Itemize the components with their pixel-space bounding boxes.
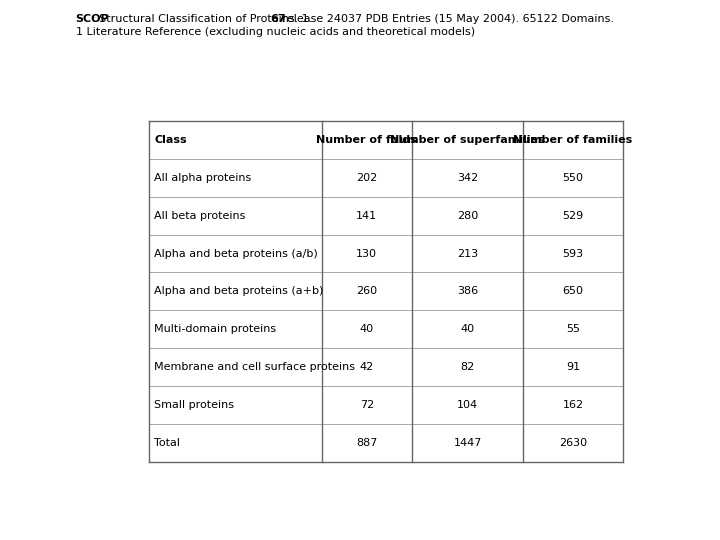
Text: : Structural Classification of Proteins. 1.: : Structural Classification of Proteins.… <box>92 14 312 24</box>
Text: 213: 213 <box>457 248 478 259</box>
Text: Multi-domain proteins: Multi-domain proteins <box>154 325 276 334</box>
Text: 386: 386 <box>457 286 478 296</box>
Text: 280: 280 <box>457 211 478 221</box>
Text: Membrane and cell surface proteins: Membrane and cell surface proteins <box>154 362 355 372</box>
Text: 260: 260 <box>356 286 377 296</box>
Text: 2630: 2630 <box>559 438 587 448</box>
Text: 887: 887 <box>356 438 377 448</box>
Text: 104: 104 <box>457 400 478 410</box>
Text: 593: 593 <box>562 248 584 259</box>
Text: Alpha and beta proteins (a+b): Alpha and beta proteins (a+b) <box>154 286 323 296</box>
Text: 141: 141 <box>356 211 377 221</box>
Text: Total: Total <box>154 438 180 448</box>
Text: 1 Literature Reference (excluding nucleic acids and theoretical models): 1 Literature Reference (excluding nuclei… <box>76 27 474 37</box>
Text: 550: 550 <box>562 173 584 183</box>
Text: 42: 42 <box>360 362 374 372</box>
Text: SCOP: SCOP <box>76 14 109 24</box>
Text: Alpha and beta proteins (a/b): Alpha and beta proteins (a/b) <box>154 248 318 259</box>
Text: 40: 40 <box>461 325 474 334</box>
Text: 202: 202 <box>356 173 377 183</box>
Text: All beta proteins: All beta proteins <box>154 211 246 221</box>
Text: Number of superfamilies: Number of superfamilies <box>390 135 545 145</box>
Text: 162: 162 <box>562 400 584 410</box>
Text: 67: 67 <box>270 14 286 24</box>
Text: 130: 130 <box>356 248 377 259</box>
Text: 82: 82 <box>460 362 474 372</box>
Text: release 24037 PDB Entries (15 May 2004). 65122 Domains.: release 24037 PDB Entries (15 May 2004).… <box>279 14 614 24</box>
Text: Class: Class <box>154 135 186 145</box>
Text: 55: 55 <box>566 325 580 334</box>
Text: 72: 72 <box>360 400 374 410</box>
Text: 529: 529 <box>562 211 584 221</box>
Text: Number of folds: Number of folds <box>316 135 417 145</box>
Text: 1447: 1447 <box>454 438 482 448</box>
Text: 91: 91 <box>566 362 580 372</box>
Text: 40: 40 <box>360 325 374 334</box>
Text: 342: 342 <box>457 173 478 183</box>
Text: All alpha proteins: All alpha proteins <box>154 173 251 183</box>
Text: 650: 650 <box>562 286 584 296</box>
Text: Small proteins: Small proteins <box>154 400 234 410</box>
Text: Number of families: Number of families <box>513 135 633 145</box>
